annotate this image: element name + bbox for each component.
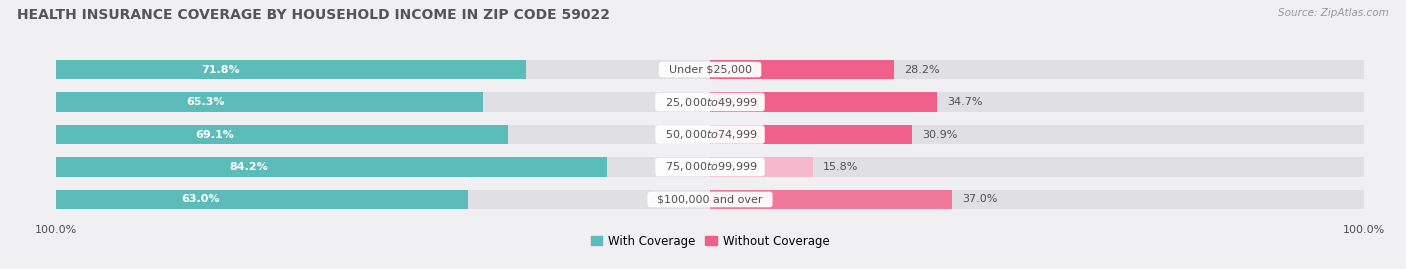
Text: 71.8%: 71.8% bbox=[201, 65, 240, 75]
Text: $25,000 to $49,999: $25,000 to $49,999 bbox=[658, 95, 762, 108]
Legend: With Coverage, Without Coverage: With Coverage, Without Coverage bbox=[586, 230, 834, 253]
Bar bbox=[56, 190, 1364, 209]
Text: Under $25,000: Under $25,000 bbox=[662, 65, 758, 75]
Bar bbox=[710, 157, 813, 177]
Bar bbox=[56, 157, 1364, 177]
Bar bbox=[710, 125, 912, 144]
Bar bbox=[710, 92, 936, 112]
Text: $75,000 to $99,999: $75,000 to $99,999 bbox=[658, 161, 762, 174]
Bar bbox=[710, 60, 894, 79]
Text: 28.2%: 28.2% bbox=[904, 65, 939, 75]
Bar bbox=[56, 125, 1364, 144]
Text: 37.0%: 37.0% bbox=[962, 194, 997, 204]
Text: $100,000 and over: $100,000 and over bbox=[651, 194, 769, 204]
Bar bbox=[56, 92, 484, 112]
Bar bbox=[56, 125, 508, 144]
Bar bbox=[710, 190, 952, 209]
Text: HEALTH INSURANCE COVERAGE BY HOUSEHOLD INCOME IN ZIP CODE 59022: HEALTH INSURANCE COVERAGE BY HOUSEHOLD I… bbox=[17, 8, 610, 22]
Text: 30.9%: 30.9% bbox=[922, 129, 957, 140]
Text: 65.3%: 65.3% bbox=[187, 97, 225, 107]
Text: 34.7%: 34.7% bbox=[946, 97, 983, 107]
Text: 84.2%: 84.2% bbox=[229, 162, 269, 172]
Bar bbox=[56, 60, 1364, 79]
Text: Source: ZipAtlas.com: Source: ZipAtlas.com bbox=[1278, 8, 1389, 18]
Text: 15.8%: 15.8% bbox=[823, 162, 859, 172]
Bar bbox=[56, 92, 1364, 112]
Bar bbox=[56, 60, 526, 79]
Text: 63.0%: 63.0% bbox=[181, 194, 219, 204]
Bar bbox=[56, 190, 468, 209]
Bar bbox=[56, 157, 607, 177]
Text: 69.1%: 69.1% bbox=[195, 129, 233, 140]
Text: $50,000 to $74,999: $50,000 to $74,999 bbox=[658, 128, 762, 141]
